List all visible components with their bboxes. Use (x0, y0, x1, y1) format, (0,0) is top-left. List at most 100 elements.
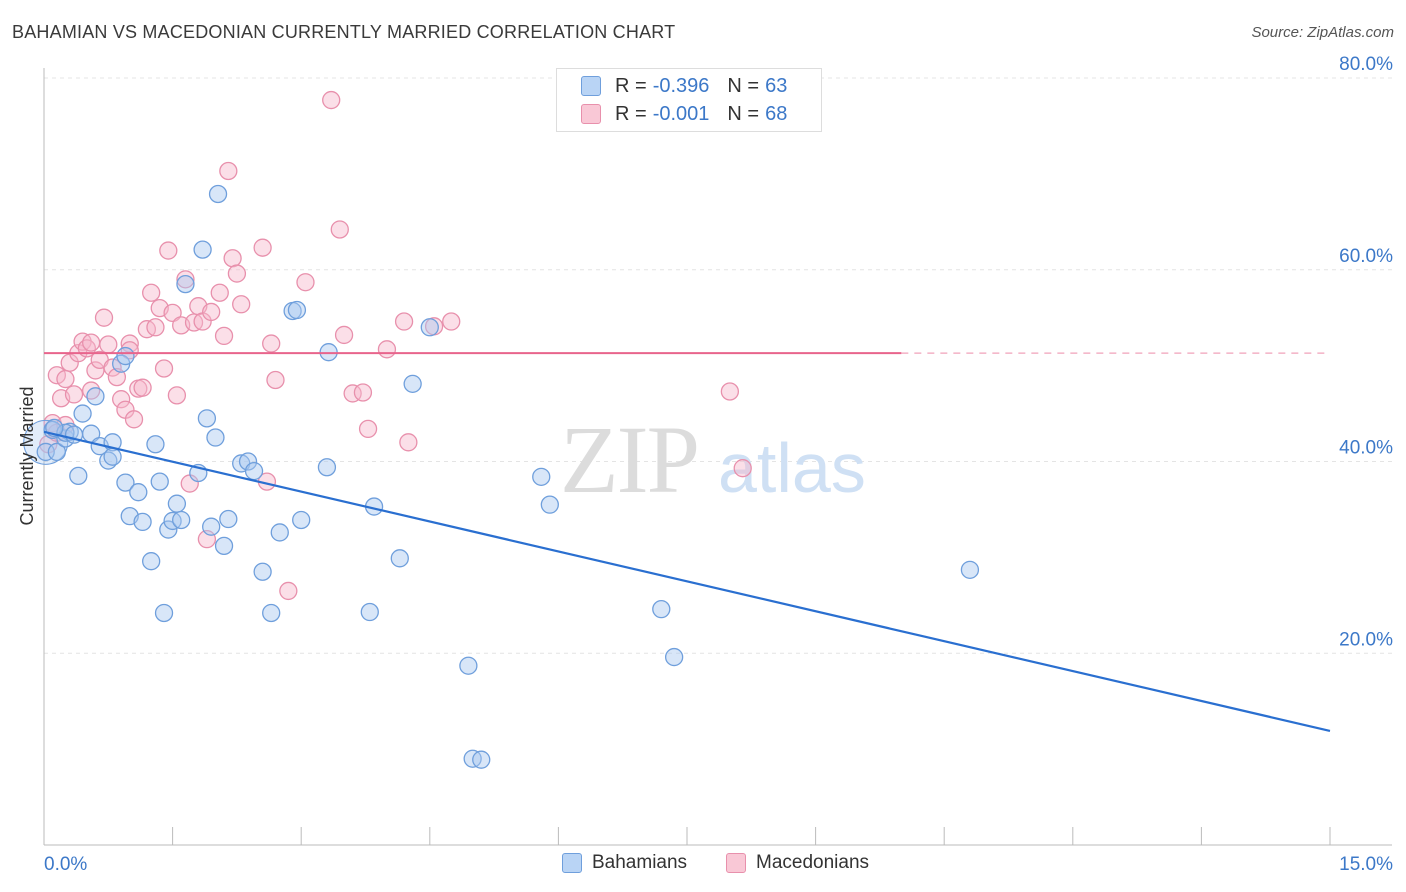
bahamian-point (176, 274, 195, 294)
bahamian-point (202, 517, 221, 536)
macedonian-point (154, 359, 174, 378)
trend-lines (43, 352, 1331, 732)
macedonian-point (167, 386, 187, 405)
r-value: -0.001 (652, 102, 710, 125)
gridlines (44, 77, 1392, 654)
y-tick-label: 60.0% (1339, 246, 1393, 267)
macedonian-point (394, 312, 414, 331)
macedonian-point (399, 433, 418, 452)
macedonian-point (103, 358, 122, 377)
bahamian-point (420, 318, 439, 337)
macedonian-point (99, 335, 118, 354)
macedonian-point (82, 333, 101, 352)
macedonian-point (159, 241, 178, 260)
macedonian-point (133, 378, 152, 397)
x-tick-label-min: 0.0% (44, 854, 87, 875)
bahamian-point (206, 428, 225, 447)
macedonian-point (112, 390, 131, 409)
legend-row-bahamians: R = -0.396 N = 63 (581, 73, 787, 99)
macedonian-point (442, 312, 461, 331)
bahamian-point (219, 509, 238, 529)
bahamian-point (292, 510, 311, 530)
legend-row-macedonians: R = -0.001 N = 68 (581, 101, 787, 127)
bahamian-point (103, 447, 122, 466)
stats-legend: R = -0.396 N = 63 R = -0.001 N = 68 (556, 68, 822, 132)
macedonian-point (330, 220, 349, 239)
macedonian-point (214, 326, 234, 346)
bahamian-point (197, 409, 217, 428)
macedonian-point (334, 325, 354, 345)
bahamian-point (133, 512, 152, 532)
macedonian-point (163, 303, 182, 323)
y-tick-label: 20.0% (1339, 629, 1393, 650)
bahamians-points (23, 184, 980, 769)
bahamians-swatch (581, 76, 601, 96)
bahamian-point (652, 599, 671, 619)
macedonians-legend-label: Macedonians (756, 852, 870, 873)
bahamian-point (154, 603, 174, 623)
macedonian-point (720, 382, 740, 401)
macedonian-point (210, 283, 229, 302)
bahamian-point (129, 483, 148, 502)
series-legend-macedonians: Macedonians (726, 852, 869, 874)
macedonians-legend-swatch (726, 853, 746, 873)
watermark: ZIP atlas (560, 406, 866, 513)
bahamian-point (172, 510, 191, 530)
macedonian-point (253, 238, 272, 257)
bahamians-legend-label: Bahamians (592, 852, 688, 873)
bahamian-point (360, 602, 379, 622)
r-value: -0.396 (652, 74, 710, 97)
macedonian-point (262, 334, 281, 353)
macedonian-point (56, 369, 75, 389)
macedonian-point (219, 161, 238, 181)
n-value: 68 (765, 102, 788, 125)
watermark-atlas: atlas (718, 429, 866, 507)
bahamian-point (150, 472, 169, 491)
bahamians-legend-swatch (562, 853, 582, 873)
macedonian-point (296, 273, 315, 292)
bahamian-point (459, 656, 478, 675)
macedonian-point (227, 264, 247, 283)
bahamian-point (287, 300, 307, 320)
bahamian-point (73, 404, 92, 423)
bahamian-point (270, 523, 289, 542)
macedonian-point (142, 283, 161, 302)
macedonian-point (124, 410, 144, 429)
bahamian-point (159, 520, 178, 539)
y-axis-label: Currently Married (17, 386, 37, 525)
y-tick-label: 80.0% (1339, 54, 1393, 75)
n-value: 63 (765, 74, 788, 97)
bahamian-point (960, 560, 980, 579)
macedonian-point (64, 385, 84, 404)
macedonians-swatch (581, 104, 601, 124)
macedonian-point (47, 366, 67, 385)
n-label: N = (727, 74, 760, 97)
bahamian-point (532, 467, 551, 486)
bahamian-point (244, 461, 264, 481)
y-tick-label: 40.0% (1339, 438, 1393, 459)
macedonian-point (202, 302, 221, 322)
bahamian-point (664, 647, 684, 667)
x-tick-label-max: 15.0% (1339, 854, 1393, 875)
bahamian-point (146, 435, 165, 454)
macedonian-point (232, 295, 251, 314)
watermark-zip: ZIP (560, 406, 698, 513)
bahamian-point (167, 494, 187, 513)
r-label: R = (615, 74, 647, 97)
bahamian-point (253, 562, 272, 581)
axes (43, 68, 1392, 846)
macedonian-point (358, 419, 378, 439)
r-label: R = (615, 102, 647, 125)
macedonian-point (279, 581, 298, 601)
macedonian-point (266, 370, 285, 390)
bahamian-point (116, 473, 135, 492)
bahamian-point (540, 495, 559, 514)
bahamian-point (142, 552, 161, 571)
bahamian-point (86, 387, 105, 406)
macedonian-point (146, 318, 165, 337)
n-label: N = (727, 102, 760, 125)
bahamian-point (214, 536, 234, 556)
bahamian-point (193, 240, 212, 259)
bahamian-point (238, 452, 258, 471)
